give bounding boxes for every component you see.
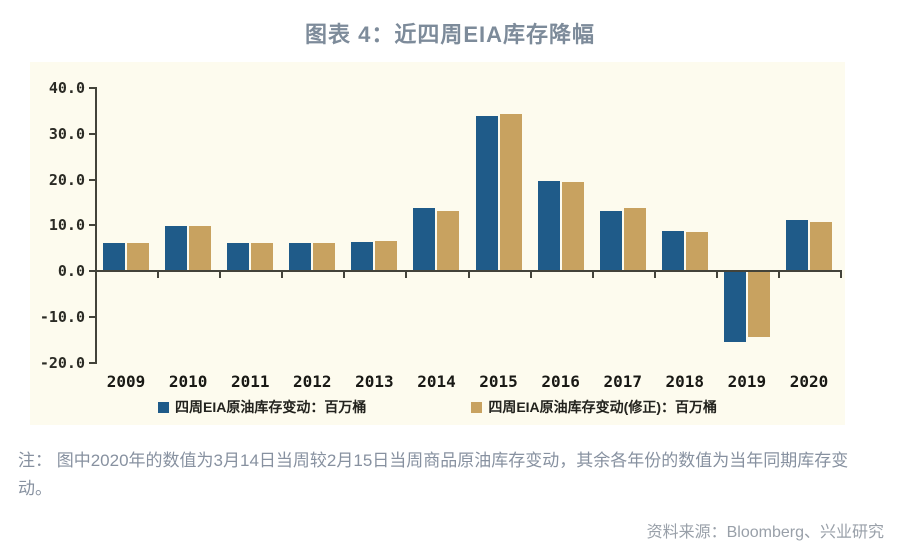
legend-item: 四周EIA原油库存变动：百万桶 <box>157 397 367 417</box>
bar <box>661 230 684 270</box>
x-axis-tick <box>343 272 346 278</box>
bar <box>785 220 808 270</box>
bar <box>499 114 522 270</box>
x-axis-tick <box>529 272 532 278</box>
bar <box>251 243 274 270</box>
y-axis-label: 20.0 <box>48 170 85 189</box>
x-axis-label: 2018 <box>665 372 705 391</box>
x-axis-label: 2012 <box>293 372 332 391</box>
legend-item: 四周EIA原油库存变动(修正)：百万桶 <box>471 397 717 417</box>
x-axis-label: 2009 <box>106 372 146 391</box>
x-axis-tick <box>653 272 656 278</box>
bar <box>747 272 770 337</box>
bar <box>313 243 336 270</box>
x-axis-label: 2017 <box>603 372 642 391</box>
x-axis-label: 2020 <box>789 372 829 391</box>
legend-label: 四周EIA原油库存变动：百万桶 <box>174 399 367 415</box>
x-axis-tick <box>281 272 284 278</box>
x-axis-label: 2015 <box>479 372 518 391</box>
bar <box>685 232 708 270</box>
y-axis-tick <box>89 178 95 181</box>
bar <box>227 243 250 270</box>
y-axis-tick <box>89 315 95 318</box>
bar <box>537 181 560 270</box>
bar <box>809 222 832 270</box>
source-text: 资料来源：Bloomberg、兴业研究 <box>646 524 884 541</box>
bar <box>475 115 498 270</box>
y-axis <box>95 87 97 364</box>
y-axis-tick <box>89 270 95 272</box>
bar <box>561 182 584 270</box>
plot-area: 40.0 30.0 20.0 10.0 0.0 -10.0 -20.0 2009 2010 201… <box>30 62 845 425</box>
x-axis-tick <box>467 272 470 278</box>
bar <box>413 208 436 270</box>
x-axis-label: 2014 <box>417 372 456 391</box>
bar <box>289 243 312 270</box>
legend-swatch-icon <box>471 401 483 413</box>
x-axis-label: 2013 <box>355 372 394 391</box>
x-axis-tick <box>715 272 718 278</box>
x-axis-tick <box>157 272 160 278</box>
y-axis-label: -20.0 <box>39 353 85 372</box>
y-axis-tick <box>89 132 95 135</box>
y-axis-label: 10.0 <box>48 216 85 235</box>
y-axis-label: 0.0 <box>57 262 85 280</box>
bar <box>437 210 460 270</box>
y-axis-tick <box>89 224 95 227</box>
bar <box>189 226 212 270</box>
note-text: 注： 图中2020年的数值为3月14日当周较2月15日当周商品原油库存变动，其余… <box>18 451 849 498</box>
bar <box>127 242 150 270</box>
bar <box>103 242 126 270</box>
legend-label: 四周EIA原油库存变动(修正)：百万桶 <box>488 399 717 415</box>
x-axis-tick <box>840 272 842 278</box>
bar <box>623 207 646 270</box>
x-axis-label: 2011 <box>230 372 270 391</box>
y-axis-label: 30.0 <box>48 124 85 143</box>
bar <box>723 272 746 342</box>
bar <box>599 210 622 270</box>
x-axis <box>95 270 842 272</box>
x-axis-tick <box>591 272 594 278</box>
y-axis-tick <box>89 87 95 89</box>
chart-title: 图表 4：近四周EIA库存降幅 <box>304 22 596 47</box>
x-axis-label: 2016 <box>541 372 580 391</box>
x-axis-tick <box>777 272 780 278</box>
y-axis-tick <box>89 361 95 364</box>
bar <box>351 241 374 270</box>
x-axis-label: 2019 <box>727 372 767 391</box>
chart-panel: 40.0 30.0 20.0 10.0 0.0 -10.0 -20.0 2009 2010 201… <box>30 62 845 425</box>
x-axis-tick <box>219 272 222 278</box>
bar <box>165 226 188 270</box>
x-axis-tick <box>405 272 408 278</box>
y-axis-label: 40.0 <box>48 79 85 97</box>
bar <box>375 240 398 270</box>
x-axis-label: 2010 <box>168 372 208 391</box>
y-axis-label: -10.0 <box>39 307 85 326</box>
chart-legend: 四周EIA原油库存变动：百万桶 四周EIA原油库存变动(修正)：百万桶 <box>30 397 845 417</box>
legend-swatch-icon <box>157 401 169 413</box>
